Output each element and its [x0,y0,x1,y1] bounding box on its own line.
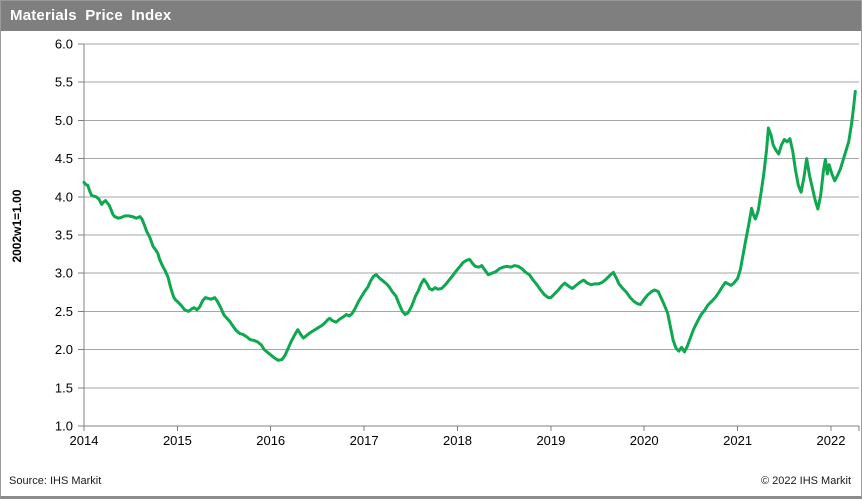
chart-title-bar: Materials Price Index [1,1,861,31]
svg-text:2018: 2018 [443,433,472,448]
source-note: Source: IHS Markit [9,475,102,487]
svg-text:1.0: 1.0 [55,419,73,434]
svg-text:2016: 2016 [256,433,285,448]
svg-text:2022: 2022 [817,433,846,448]
svg-text:6.0: 6.0 [55,37,73,52]
svg-text:5.0: 5.0 [55,113,73,128]
chart-title: Materials Price Index [10,7,172,24]
copyright-note: © 2022 IHS Markit [760,475,851,487]
svg-text:2020: 2020 [630,433,659,448]
svg-text:3.5: 3.5 [55,228,73,243]
svg-text:3.0: 3.0 [55,266,73,281]
line-chart: 1.0 1.5 2.0 2.5 3.0 3.5 4.0 4.5 5.0 5.5 6.0 2014 201… [55,37,860,448]
svg-text:2015: 2015 [163,433,192,448]
svg-text:2014: 2014 [70,433,99,448]
svg-text:2017: 2017 [350,433,379,448]
y-axis-title: 2002w1=1.00 [10,189,24,263]
svg-text:1.5: 1.5 [55,380,73,395]
svg-text:4.0: 4.0 [55,189,73,204]
svg-text:2.5: 2.5 [55,304,73,319]
svg-text:2.0: 2.0 [55,342,73,357]
svg-text:2019: 2019 [536,433,565,448]
svg-text:4.5: 4.5 [55,151,73,166]
svg-text:2021: 2021 [723,433,752,448]
svg-text:5.5: 5.5 [55,75,73,90]
